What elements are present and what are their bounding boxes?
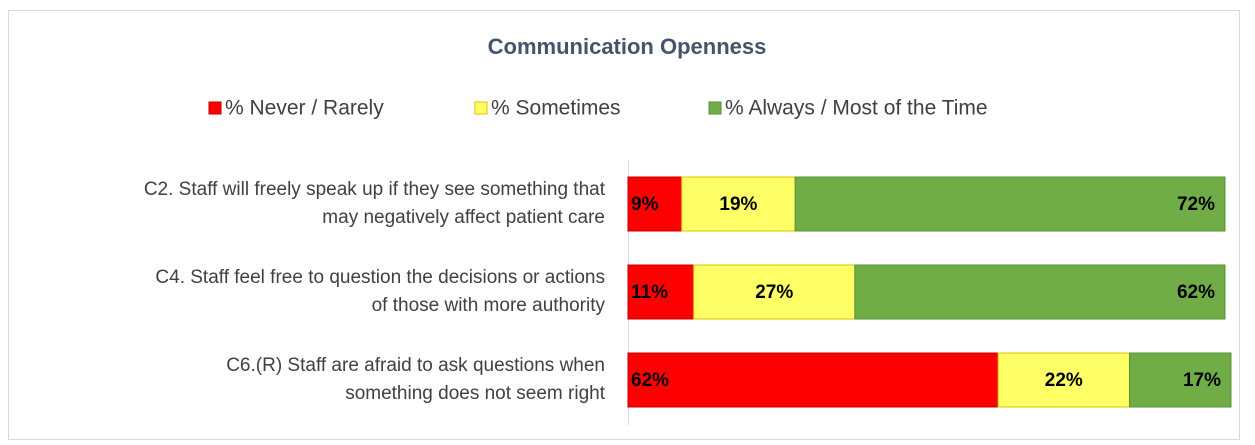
legend-swatch (474, 101, 488, 115)
value-label: 62% (1177, 282, 1215, 303)
value-label: 17% (1183, 370, 1221, 391)
category-label: C6.(R) Staff are afraid to ask questions… (226, 355, 605, 376)
chart-title: Communication Openness (488, 34, 767, 59)
category-label: C4. Staff feel free to question the deci… (155, 267, 605, 288)
value-label: 11% (631, 282, 668, 303)
bar-segment (627, 352, 999, 408)
category-label: of those with more authority (372, 295, 606, 316)
legend-label: % Never / Rarely (225, 97, 384, 120)
bar-segment (794, 176, 1226, 232)
bar-segment (997, 352, 1130, 408)
legend-swatch (708, 101, 722, 115)
legend-label: % Sometimes (491, 97, 621, 120)
bar-segment (627, 176, 683, 232)
legend-label: % Always / Most of the Time (725, 97, 988, 120)
category-label: C2. Staff will freely speak up if they s… (144, 179, 606, 200)
value-label: 9% (631, 194, 659, 215)
category-label: something does not seem right (345, 383, 606, 404)
value-label: 27% (755, 282, 793, 303)
bar-segment (1128, 352, 1232, 408)
category-label: may negatively affect patient care (322, 207, 605, 228)
bar-segment (681, 176, 796, 232)
value-label: 62% (631, 370, 669, 391)
bar-segment (854, 264, 1226, 320)
legend-swatch (208, 101, 222, 115)
value-label: 22% (1045, 370, 1083, 391)
value-label: 72% (1177, 194, 1215, 215)
value-label: 19% (719, 194, 757, 215)
